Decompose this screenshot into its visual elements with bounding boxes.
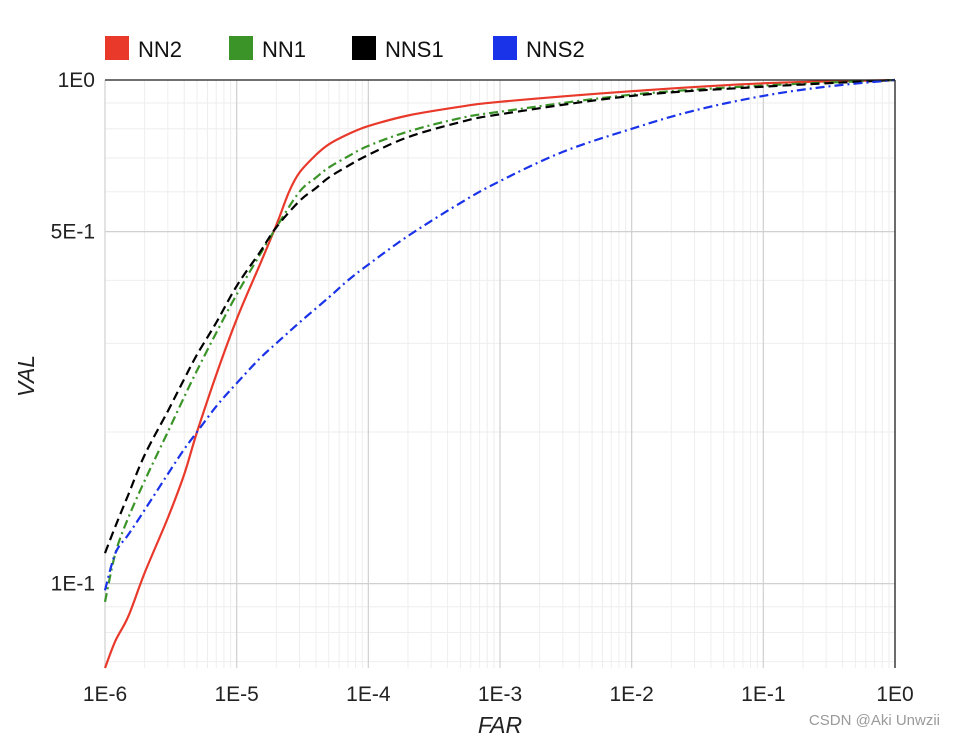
- legend-item-nns1[interactable]: NNS1: [352, 36, 444, 62]
- series-line-nns2: [103, 78, 896, 591]
- legend-label: NN1: [262, 37, 306, 62]
- x-tick-label: 1E-6: [83, 683, 127, 706]
- legend-label: NNS2: [526, 37, 585, 62]
- major-grid: [104, 79, 896, 668]
- series-line-nns1: [103, 78, 896, 554]
- y-axis-tick-labels: 1E0 5E-1 1E-1: [51, 69, 95, 596]
- x-tick-label: 1E-2: [609, 683, 653, 706]
- legend-swatch: [105, 36, 129, 60]
- x-tick-label: 1E-3: [478, 683, 522, 706]
- series-layer: [103, 78, 896, 669]
- y-tick-label: 1E0: [58, 69, 95, 92]
- legend-swatch: [493, 36, 517, 60]
- x-tick-label: 1E-5: [214, 683, 258, 706]
- watermark: CSDN @Aki Unwzii: [809, 712, 940, 729]
- legend-swatch: [352, 36, 376, 60]
- y-tick-label: 5E-1: [51, 221, 95, 244]
- y-axis-title: VAL: [13, 355, 39, 397]
- series-line-nn2: [103, 78, 896, 669]
- x-axis-title: FAR: [478, 712, 522, 736]
- legend: NN2 NN1 NNS1 NNS2: [105, 36, 585, 62]
- x-tick-label: 1E0: [876, 683, 913, 706]
- legend-item-nn2[interactable]: NN2: [105, 36, 182, 62]
- y-tick-label: 1E-1: [51, 573, 95, 596]
- legend-item-nn1[interactable]: NN1: [229, 36, 306, 62]
- legend-label: NN2: [138, 37, 182, 62]
- series-line-nn1: [103, 78, 896, 603]
- x-tick-label: 1E-1: [741, 683, 785, 706]
- x-axis-tick-labels: 1E-6 1E-5 1E-4 1E-3 1E-2 1E-1 1E0: [83, 683, 914, 706]
- legend-swatch: [229, 36, 253, 60]
- legend-item-nns2[interactable]: NNS2: [493, 36, 585, 62]
- legend-label: NNS1: [385, 37, 444, 62]
- axes: [105, 79, 896, 668]
- x-tick-label: 1E-4: [346, 683, 391, 706]
